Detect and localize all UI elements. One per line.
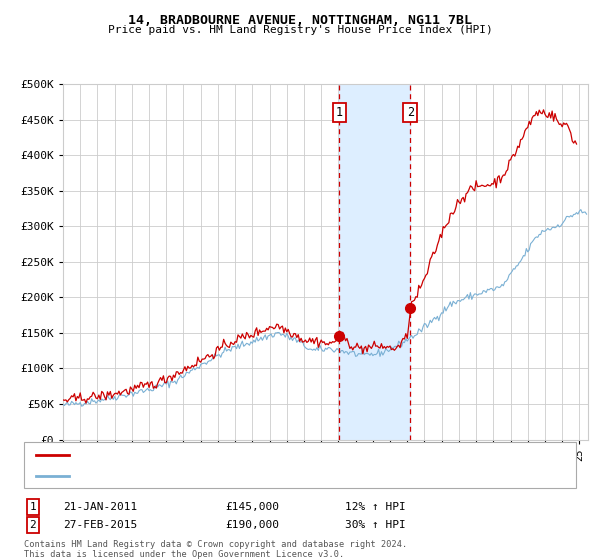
Text: 14, BRADBOURNE AVENUE, NOTTINGHAM, NG11 7BL: 14, BRADBOURNE AVENUE, NOTTINGHAM, NG11 … [128, 14, 472, 27]
Text: 2: 2 [407, 106, 414, 119]
Text: 1: 1 [336, 106, 343, 119]
Text: 12% ↑ HPI: 12% ↑ HPI [345, 502, 406, 512]
Text: Price paid vs. HM Land Registry's House Price Index (HPI): Price paid vs. HM Land Registry's House … [107, 25, 493, 35]
Text: £145,000: £145,000 [225, 502, 279, 512]
Text: Contains HM Land Registry data © Crown copyright and database right 2024.
This d: Contains HM Land Registry data © Crown c… [24, 540, 407, 559]
Text: 21-JAN-2011: 21-JAN-2011 [63, 502, 137, 512]
Text: HPI: Average price, detached house, City of Nottingham: HPI: Average price, detached house, City… [75, 471, 413, 481]
Text: 27-FEB-2015: 27-FEB-2015 [63, 520, 137, 530]
Bar [340, 84, 410, 440]
Text: £190,000: £190,000 [225, 520, 279, 530]
Text: 14, BRADBOURNE AVENUE, NOTTINGHAM, NG11 7BL (detached house): 14, BRADBOURNE AVENUE, NOTTINGHAM, NG11 … [75, 450, 450, 460]
Text: 1: 1 [29, 502, 37, 512]
Text: 30% ↑ HPI: 30% ↑ HPI [345, 520, 406, 530]
Text: 2: 2 [29, 520, 37, 530]
